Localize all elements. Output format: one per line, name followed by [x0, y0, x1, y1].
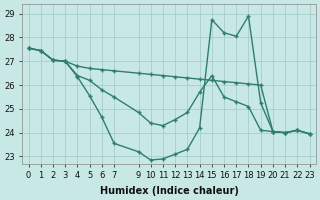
- X-axis label: Humidex (Indice chaleur): Humidex (Indice chaleur): [100, 186, 238, 196]
